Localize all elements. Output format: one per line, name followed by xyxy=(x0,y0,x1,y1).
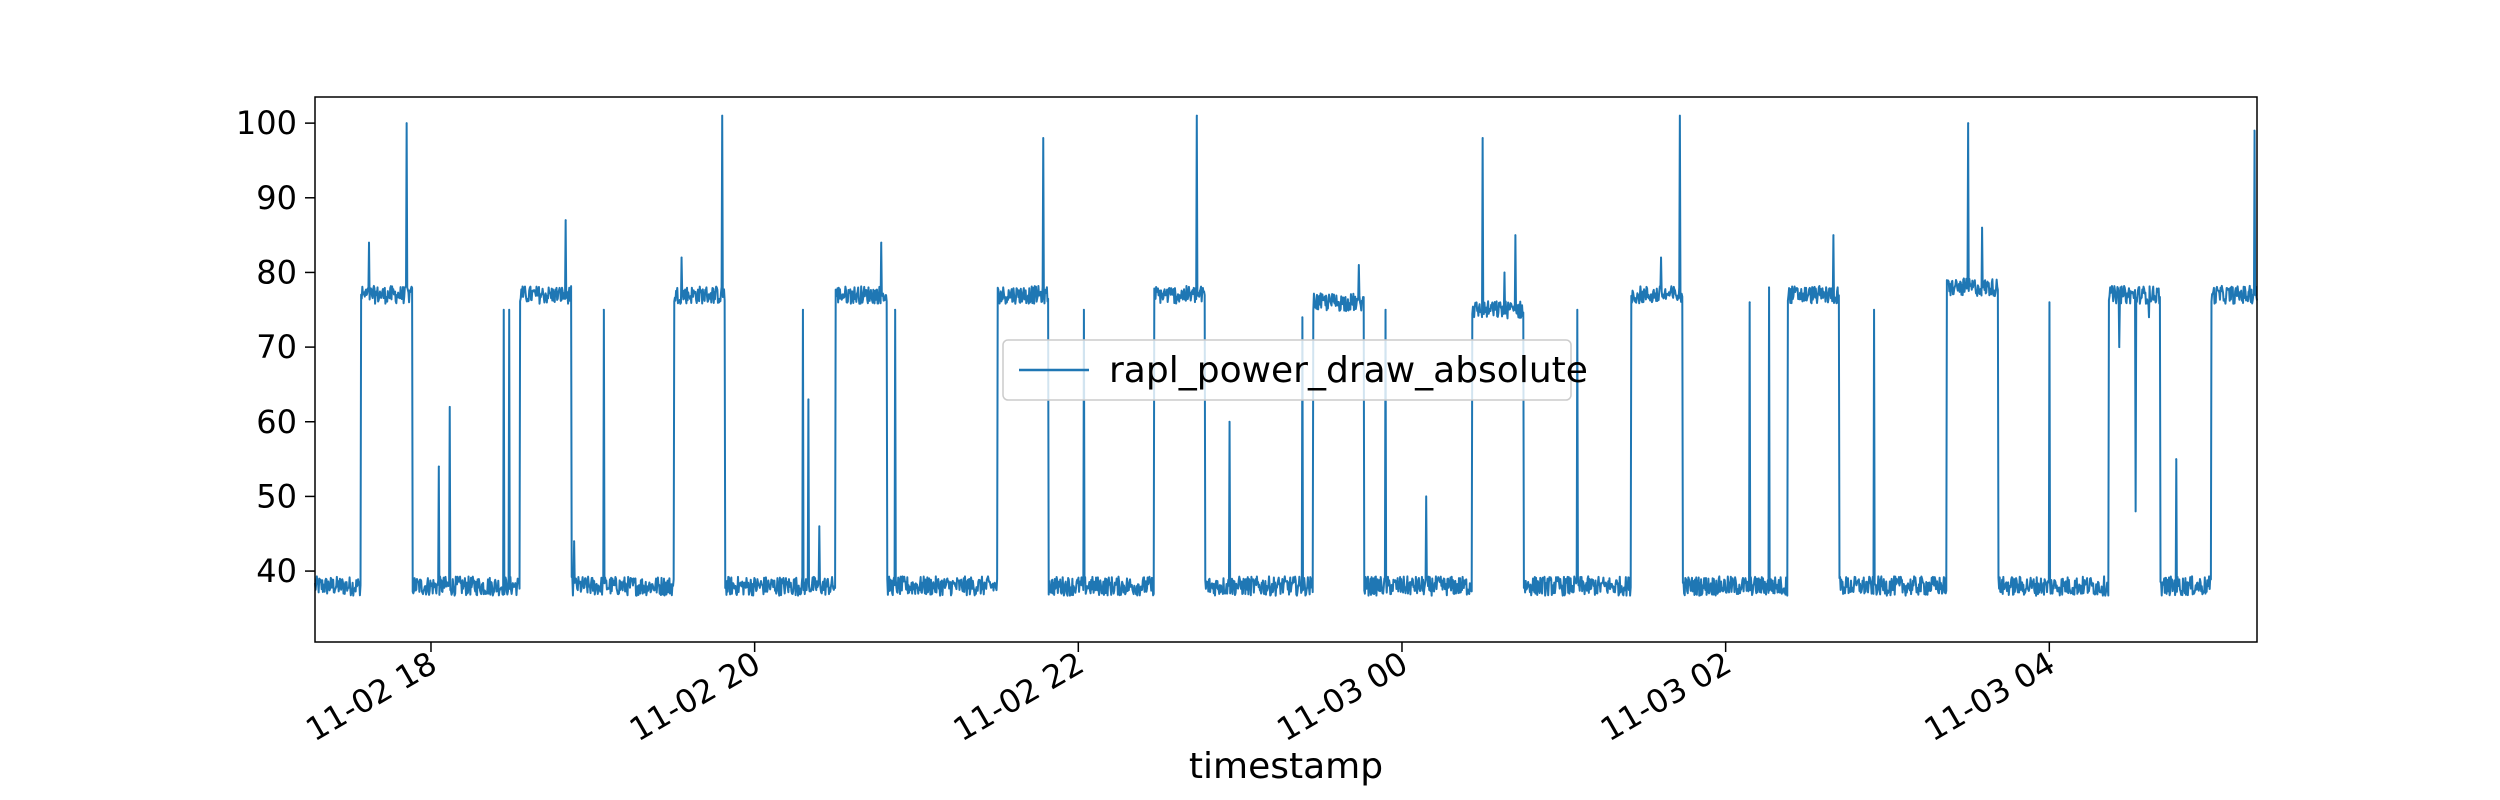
data-point xyxy=(807,398,810,401)
data-point xyxy=(721,114,724,117)
data-point xyxy=(565,219,567,221)
data-point xyxy=(2118,346,2121,348)
legend-box xyxy=(1002,339,1572,401)
data-point xyxy=(802,308,804,311)
y-axis: 40 50 60 70 80 90 100 xyxy=(236,104,315,590)
data-point xyxy=(1832,234,1835,236)
data-point xyxy=(2134,510,2137,513)
legend-label: rapl_power_draw_absolute xyxy=(1109,350,1588,391)
y-tick-label: 50 xyxy=(256,477,297,515)
y-tick-label: 90 xyxy=(256,179,297,217)
data-point xyxy=(438,465,440,468)
data-point xyxy=(1358,264,1360,266)
data-point xyxy=(1482,137,1484,139)
series-line-rapl_power_draw_absolute xyxy=(314,114,2258,597)
data-point xyxy=(1301,316,1303,319)
data-point xyxy=(602,308,605,311)
data-point xyxy=(1228,420,1231,423)
plot-frame xyxy=(314,96,2258,643)
data-point xyxy=(1660,256,1662,259)
data-point xyxy=(1768,286,1770,289)
data-point xyxy=(2148,316,2150,319)
series-layer xyxy=(314,114,2258,597)
data-point xyxy=(1749,301,1751,304)
data-point xyxy=(405,122,408,124)
data-point xyxy=(1576,308,1579,311)
data-point xyxy=(1967,122,1970,124)
data-point xyxy=(894,308,896,311)
data-point xyxy=(1503,271,1506,274)
y-tick-label: 80 xyxy=(256,253,297,291)
data-point xyxy=(1678,114,1681,117)
data-point xyxy=(508,308,511,311)
data-point xyxy=(1514,234,1517,236)
data-point xyxy=(818,525,821,528)
y-tick-label: 70 xyxy=(256,328,297,366)
data-point xyxy=(1981,226,1983,229)
legend: rapl_power_draw_absolute xyxy=(1002,339,1588,401)
data-point xyxy=(503,308,505,311)
data-point xyxy=(1425,495,1428,498)
y-tick-label: 60 xyxy=(256,403,297,441)
data-point xyxy=(681,256,683,259)
data-point xyxy=(2175,458,2177,460)
data-point xyxy=(2253,129,2256,132)
data-point xyxy=(449,406,451,408)
data-point xyxy=(1042,137,1045,139)
x-axis-label: timestamp xyxy=(1189,746,1383,787)
y-tick-label: 100 xyxy=(236,104,297,142)
data-point xyxy=(1196,114,1198,117)
data-point xyxy=(880,241,883,244)
data-point xyxy=(573,540,575,543)
y-tick-label: 40 xyxy=(256,552,297,590)
data-point xyxy=(1082,308,1085,311)
data-point xyxy=(1384,308,1387,311)
data-point xyxy=(1873,308,1875,311)
data-point xyxy=(368,241,370,244)
data-point xyxy=(2048,301,2051,304)
